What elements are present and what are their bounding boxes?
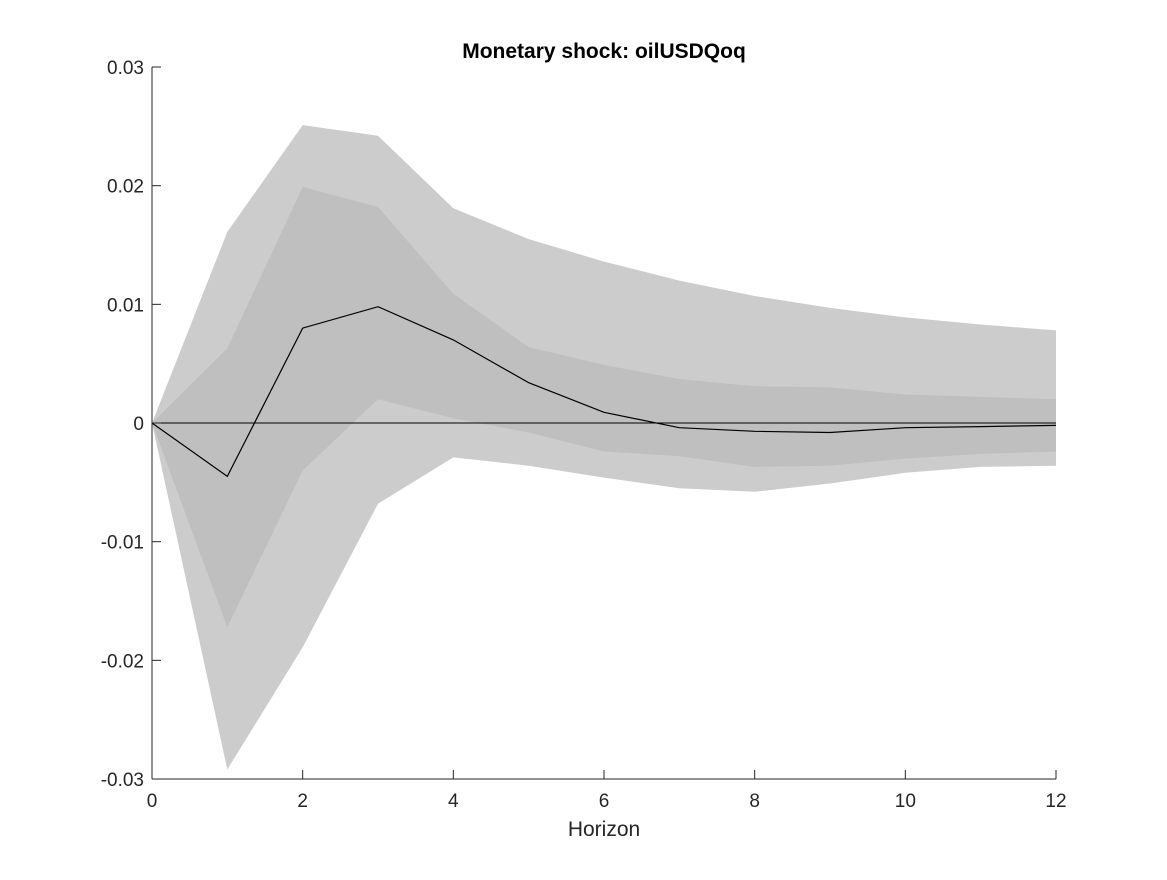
x-tick-label: 0 [147, 791, 158, 812]
y-tick-label: -0.02 [101, 651, 144, 672]
band-inner [152, 186, 1056, 628]
y-tick-label: 0 [133, 414, 144, 435]
x-tick-label: 6 [599, 791, 610, 812]
x-tick-label: 10 [895, 791, 916, 812]
series-group [151, 306, 1057, 478]
x-tick-label: 8 [749, 791, 760, 812]
x-tick-label: 12 [1045, 791, 1066, 812]
confidence-bands [152, 125, 1056, 770]
x-axis-title: Horizon [568, 818, 640, 841]
y-tick-label: 0.02 [107, 177, 144, 198]
y-tick-label: 0.03 [107, 58, 144, 79]
y-ticks: -0.03 -0.02 -0.01 0 0.01 0.02 0.03 [101, 58, 161, 791]
x-ticks: 0 2 4 6 8 10 12 [147, 770, 1067, 812]
y-tick-label: -0.01 [101, 533, 144, 554]
chart-title: Monetary shock: oilUSDQoq [462, 40, 746, 63]
series-line-0 [151, 306, 1057, 478]
y-tick-label: 0.01 [107, 295, 144, 316]
y-tick-label: -0.03 [101, 770, 144, 791]
x-tick-label: 2 [297, 791, 308, 812]
x-tick-label: 4 [448, 791, 459, 812]
